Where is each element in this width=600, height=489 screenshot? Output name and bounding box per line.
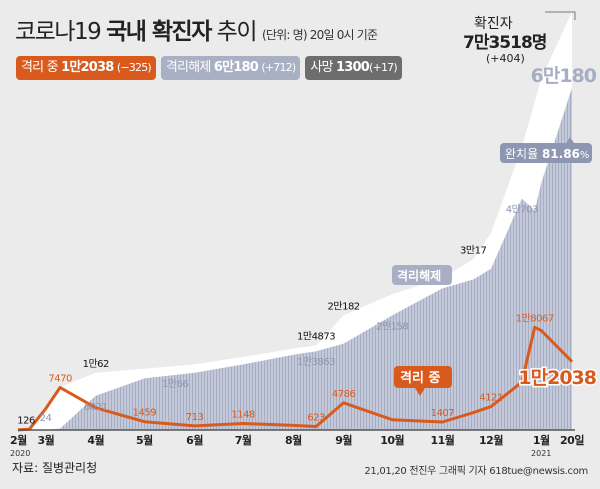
- x-tick-label: 11월: [430, 433, 454, 447]
- released-total-label: 6만180: [531, 65, 597, 87]
- x-tick-label: 2월: [10, 433, 27, 447]
- active-line-pointer: [415, 388, 425, 396]
- title-bold: 국내 확진자: [106, 19, 212, 45]
- legend-active: 격리 중 1만2038 (−325): [16, 56, 156, 80]
- data-label: 1만62: [83, 358, 109, 370]
- data-label: 2만182: [328, 300, 360, 312]
- title-suffix: 추이: [210, 19, 258, 45]
- data-label: 3만17: [460, 244, 486, 256]
- total-delta: (+404): [486, 52, 525, 65]
- legend-deaths: 사망 1300(+17): [305, 56, 402, 80]
- x-tick-label: 7월: [235, 433, 252, 447]
- data-label: 1만3863: [297, 356, 335, 368]
- data-label: 126: [17, 415, 35, 426]
- data-label: 1만66: [162, 378, 188, 390]
- data-label: 24: [40, 413, 52, 424]
- active-line-label: 격리 중: [400, 370, 440, 386]
- data-label: 7470: [48, 374, 72, 385]
- data-label: 6021: [84, 402, 108, 413]
- total-value: 7만3518명: [463, 33, 547, 53]
- data-label: 1407: [431, 408, 455, 419]
- data-label: 713: [186, 412, 204, 423]
- series-line-2: [17, 325, 574, 432]
- x-tick-label: 20일: [560, 433, 584, 447]
- data-label: 2만158: [376, 320, 408, 332]
- total-label: 확진자: [474, 16, 513, 32]
- title-prefix: 코로나19: [15, 19, 107, 45]
- active-latest-label: 1만2038: [518, 367, 596, 389]
- released-area-label: 격리해제: [397, 268, 441, 283]
- unit-note: (단위: 명) 20일 0시 기준: [262, 28, 378, 42]
- recovery-pointer: [566, 137, 574, 143]
- legend-released: 격리해제 6만180 (+712): [160, 56, 301, 80]
- series-area-1: [18, 87, 572, 431]
- x-tick-label: 5월: [136, 433, 153, 447]
- x-tick-label: 1월: [533, 433, 550, 447]
- x-tick-label: 4월: [87, 433, 104, 447]
- recovery-rate-box: [500, 143, 592, 163]
- x-tick-year: 2021: [531, 449, 551, 458]
- data-label: 4786: [332, 389, 356, 400]
- data-label: 1만4873: [297, 330, 335, 342]
- x-tick-label: 3월: [38, 433, 55, 447]
- active-line-label-box: [394, 366, 452, 388]
- data-label: 4만703: [506, 204, 538, 216]
- x-tick-year: 2020: [10, 449, 30, 458]
- x-tick-label: 10월: [380, 433, 404, 447]
- released-area-label-box: [392, 265, 452, 285]
- recovery-rate-text: 완치율 81.86%: [505, 147, 589, 161]
- x-tick-label: 12월: [479, 433, 503, 447]
- data-label: 4121: [479, 393, 503, 404]
- x-tick-label: 6월: [186, 433, 203, 447]
- legend: 격리 중 1만2038 (−325) 격리해제 6만180 (+712) 사망 …: [16, 56, 402, 80]
- credit-note: 21,01,20 전진우 그래픽 기자 618tue@newsis.com: [364, 466, 588, 477]
- x-tick-label: 8월: [285, 433, 302, 447]
- source-note: 자료: 질병관리청: [12, 461, 98, 475]
- data-label: 1459: [133, 408, 157, 419]
- data-label: 1만8067: [516, 312, 554, 324]
- header: 코로나19 국내 확진자 추이 (단위: 명) 20일 0시 기준: [15, 12, 378, 46]
- data-label: 623: [307, 412, 325, 423]
- page-title: 코로나19 국내 확진자 추이: [15, 12, 258, 46]
- bracket-line: [545, 11, 576, 20]
- x-tick-label: 9월: [335, 433, 352, 447]
- data-label: 1148: [231, 409, 255, 420]
